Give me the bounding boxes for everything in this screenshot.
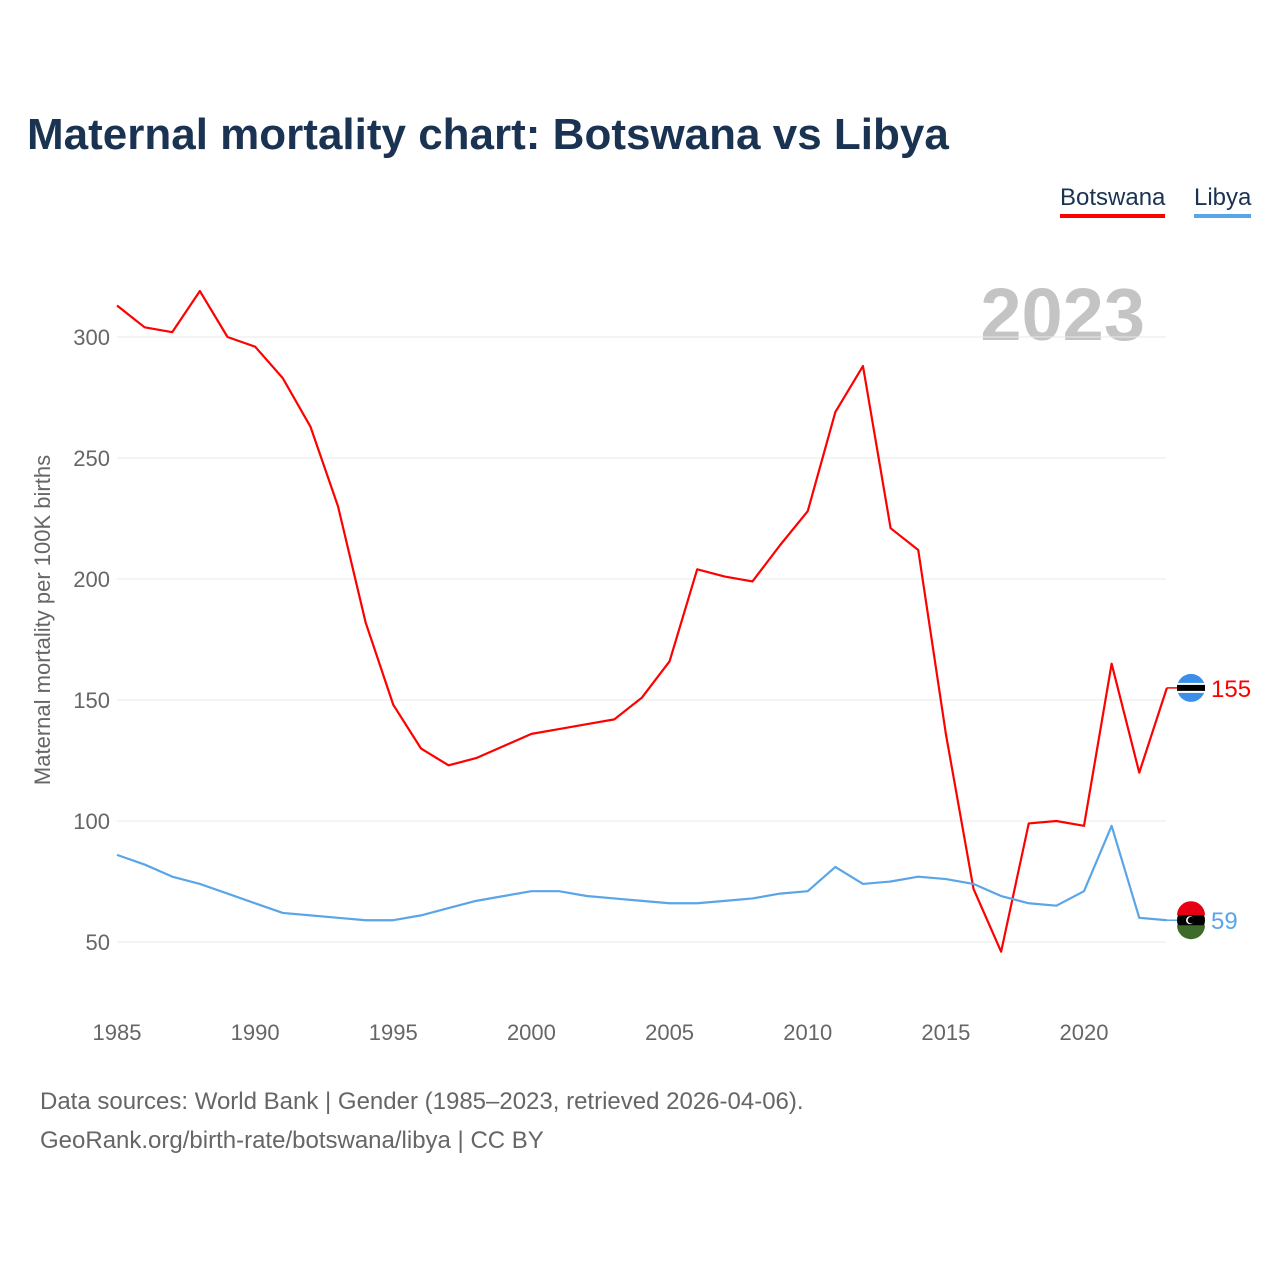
- x-tick-label: 2010: [783, 1020, 832, 1045]
- x-tick-label: 2015: [921, 1020, 970, 1045]
- x-tick-label: 2020: [1060, 1020, 1109, 1045]
- x-tick-label: 2005: [645, 1020, 694, 1045]
- y-tick-label: 100: [73, 809, 110, 834]
- source-line-1: Data sources: World Bank | Gender (1985–…: [40, 1088, 804, 1115]
- y-tick-label: 50: [86, 930, 110, 955]
- y-axis-label: Maternal mortality per 100K births: [30, 455, 55, 785]
- x-tick-label: 1985: [93, 1020, 142, 1045]
- x-tick-label: 1995: [369, 1020, 418, 1045]
- y-tick-label: 200: [73, 567, 110, 592]
- year-badge: 2023: [980, 273, 1145, 356]
- botswana-flag-stripe: [1177, 684, 1205, 691]
- libya-flag-green: [1177, 925, 1205, 940]
- libya-flag-red: [1177, 901, 1205, 916]
- legend-botswana[interactable]: Botswana: [1060, 184, 1166, 218]
- x-tick-label: 1990: [231, 1020, 280, 1045]
- end-value-label: 59: [1211, 908, 1238, 935]
- libya-flag-crescent-cut: [1187, 916, 1195, 924]
- chart-title: Maternal mortality chart: Botswana vs Li…: [27, 110, 949, 159]
- y-tick-label: 150: [73, 688, 110, 713]
- series-line-botswana: [116, 289, 1168, 953]
- legend-libya[interactable]: Libya: [1194, 184, 1252, 218]
- source-line-2: GeoRank.org/birth-rate/botswana/libya | …: [40, 1127, 544, 1154]
- y-tick-label: 250: [73, 446, 110, 471]
- end-value-label: 155: [1211, 676, 1251, 703]
- y-tick-label: 300: [73, 325, 110, 350]
- x-tick-label: 2000: [507, 1020, 556, 1045]
- series-line-libya: [116, 824, 1167, 922]
